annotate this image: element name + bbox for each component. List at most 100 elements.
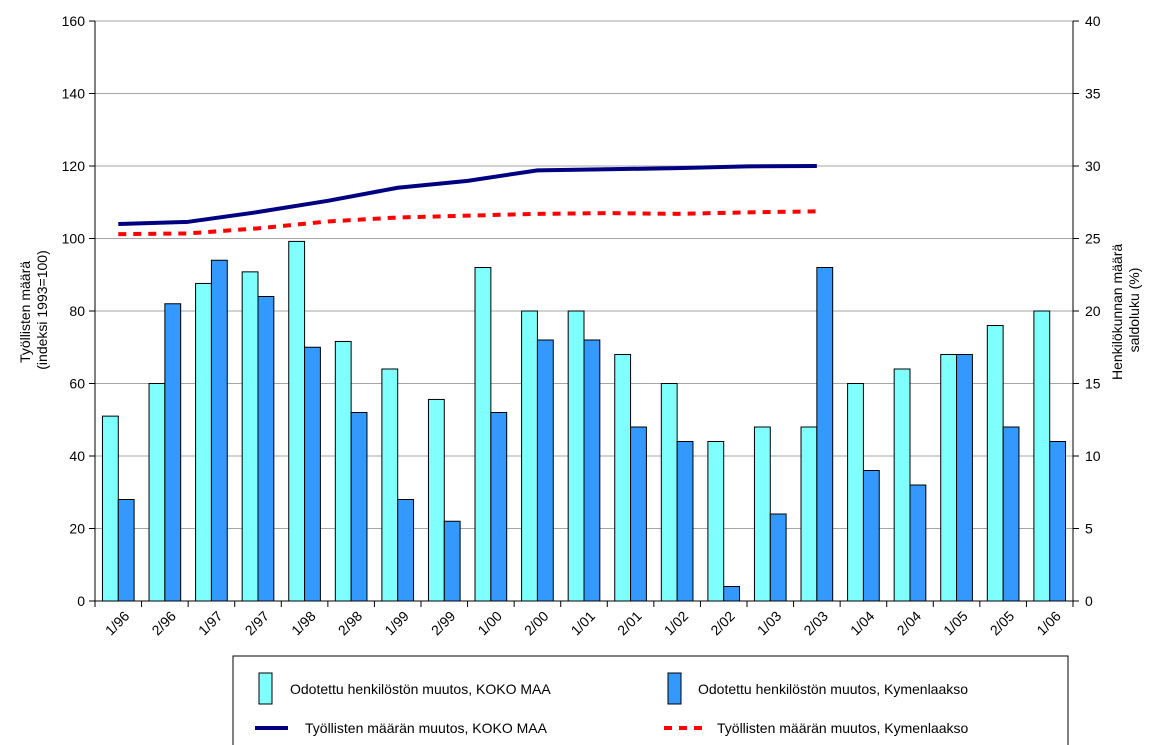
bar-koko-maa (381, 368, 399, 602)
bar-kymenlaakso (769, 513, 787, 602)
legend-label-kymenlaakso-line: Työllisten määrän muutos, Kymenlaakso (717, 720, 969, 736)
bar-kymenlaakso (1002, 426, 1020, 602)
y-right-tick-label: 30 (1085, 158, 1101, 174)
bar-koko-maa (148, 383, 166, 602)
bar-koko-maa (660, 383, 678, 602)
bar-koko-maa (567, 310, 585, 602)
bar-kymenlaakso (304, 346, 321, 602)
y-left-axis-title-line2: (indeksi 1993=100) (34, 250, 50, 369)
bar-koko-maa (986, 325, 1004, 602)
x-tick-label: 2/03 (800, 608, 831, 639)
bar-kymenlaakso (630, 426, 647, 602)
bar-koko-maa (940, 354, 958, 602)
bar-kymenlaakso (490, 412, 508, 602)
x-tick-label: 2/00 (521, 608, 552, 639)
x-tick-label: 2/98 (335, 608, 366, 639)
bar-kymenlaakso (257, 296, 275, 602)
bar-kymenlaakso (210, 259, 228, 602)
left-axis-ticks: 0 20 40 60 80 100 120 140 160 (62, 13, 95, 609)
x-tick-label: 2/97 (242, 608, 273, 639)
x-tick-label: 2/02 (707, 608, 738, 639)
bar-kymenlaakso (723, 586, 741, 602)
bar-kymenlaakso (956, 354, 973, 602)
x-tick-label: 2/01 (614, 608, 645, 639)
y-left-tick-label: 60 (69, 376, 85, 392)
bar-koko-maa (1033, 310, 1051, 602)
y-left-tick-label: 160 (62, 13, 86, 29)
bar-kymenlaakso (397, 499, 415, 602)
bar-kymenlaakso (1049, 441, 1067, 602)
line-kymenlaakso (118, 209, 817, 237)
y-right-tick-label: 10 (1085, 448, 1101, 464)
x-tick-label: 1/01 (568, 608, 599, 639)
bar-koko-maa (241, 271, 259, 602)
line-layer (118, 164, 817, 237)
y-right-tick-label: 35 (1085, 86, 1101, 102)
bar-kymenlaakso (536, 339, 554, 602)
bar-kymenlaakso (164, 303, 182, 602)
bar-koko-maa (427, 398, 445, 602)
y-right-tick-label: 0 (1085, 593, 1093, 609)
y-left-axis-title: Työllisten määrä (indeksi 1993=100) (17, 250, 50, 369)
bar-kymenlaakso (443, 520, 461, 602)
y-left-tick-label: 80 (69, 303, 85, 319)
y-right-tick-label: 40 (1085, 13, 1101, 29)
x-tick-label: 1/05 (940, 608, 971, 639)
x-tick-label: 1/03 (754, 608, 785, 639)
y-right-tick-label: 5 (1085, 521, 1093, 537)
x-tick-label: 1/96 (102, 608, 133, 639)
x-tick-label: 1/97 (195, 608, 226, 639)
x-tick-label: 1/00 (474, 608, 505, 639)
bar-koko-maa (847, 383, 864, 602)
y-left-tick-label: 140 (62, 86, 86, 102)
y-right-axis-title-line2: saldoluku (%) (1126, 268, 1142, 353)
bar-kymenlaakso (117, 499, 135, 602)
legend-label-koko-maa-line: Työllisten määrän muutos, KOKO MAA (305, 720, 548, 736)
y-left-tick-label: 20 (69, 521, 85, 537)
legend: Odotettu henkilöstön muutos, KOKO MAA Od… (232, 655, 1069, 745)
y-right-tick-label: 15 (1085, 376, 1101, 392)
legend-label-kymenlaakso-bars: Odotettu henkilöstön muutos, Kymenlaakso (698, 681, 968, 697)
bar-kymenlaakso (350, 412, 368, 602)
x-tick-label: 1/04 (847, 608, 878, 639)
y-right-tick-label: 20 (1085, 303, 1101, 319)
bar-koko-maa (614, 354, 632, 602)
bar-koko-maa (707, 441, 725, 602)
bar-kymenlaakso (583, 339, 601, 602)
bar-koko-maa (800, 426, 818, 602)
line-koko-maa (118, 164, 817, 226)
bar-koko-maa (893, 368, 911, 602)
bar-kymenlaakso (816, 267, 834, 602)
y-right-tick-label: 25 (1085, 231, 1101, 247)
y-left-axis-title-line1: Työllisten määrä (17, 261, 33, 363)
y-left-tick-label: 0 (77, 593, 85, 609)
x-tick-label: 1/98 (288, 608, 319, 639)
x-tick-label: 2/04 (894, 608, 925, 639)
x-tick-label: 1/99 (381, 608, 412, 639)
x-tick-label: 2/99 (428, 608, 459, 639)
bar-kymenlaakso (909, 484, 927, 602)
bar-koko-maa (753, 426, 771, 602)
x-tick-label: 1/02 (661, 608, 692, 639)
right-axis-ticks: 0 5 10 15 20 25 30 35 40 (1073, 13, 1101, 609)
bar-kymenlaakso (862, 470, 880, 602)
bar-koko-maa (474, 267, 492, 602)
bar-koko-maa (101, 415, 119, 602)
legend-swatch-kymenlaakso-bars (667, 672, 682, 705)
y-right-axis-title: Henkilökunnan määrä saldoluku (%) (1109, 240, 1142, 380)
x-tick-label: 1/06 (1033, 608, 1064, 639)
y-left-tick-label: 40 (69, 448, 85, 464)
bar-layer (101, 240, 1067, 602)
x-tick-label: 2/96 (148, 608, 179, 639)
bar-koko-maa (521, 310, 538, 602)
bar-koko-maa (288, 240, 306, 602)
legend-swatch-koko-maa-bars (258, 672, 273, 705)
legend-label-koko-maa-bars: Odotettu henkilöstön muutos, KOKO MAA (290, 681, 551, 697)
y-left-tick-label: 120 (62, 158, 86, 174)
y-right-axis-title-line1: Henkilökunnan määrä (1109, 244, 1125, 380)
legend-border (232, 655, 1069, 745)
y-left-tick-label: 100 (62, 231, 86, 247)
x-axis-ticks: 1/96 2/96 1/97 2/97 1/98 2/98 1/99 2/99 1/00 2/00… (94, 601, 1074, 639)
x-tick-label: 2/05 (987, 608, 1018, 639)
